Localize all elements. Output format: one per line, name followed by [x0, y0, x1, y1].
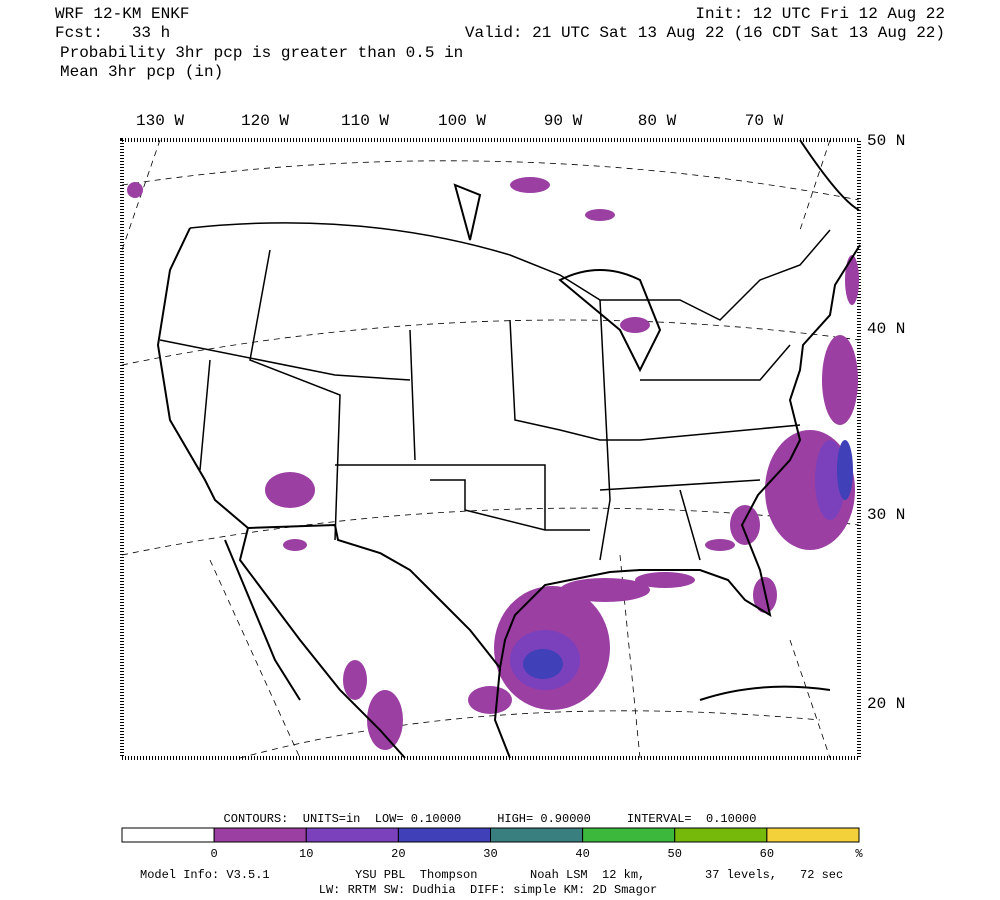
colorbar: 0 10 20 30 40 50 60%	[121, 827, 863, 861]
longitude-label: 90 W	[544, 112, 583, 130]
colorbar-swatch	[305, 827, 399, 843]
map: 130 W 120 W 110 W 100 W 90 W 80 W 70 W 50 N 40 N…	[120, 112, 905, 760]
colorbar-swatch	[766, 827, 860, 843]
colorbar-swatch	[121, 827, 215, 843]
forecast-hour: Fcst: 33 h	[55, 24, 170, 42]
colorbar-label: 0	[211, 847, 218, 861]
precipitation	[127, 177, 859, 750]
footer: Model Info: V3.5.1 YSU PBL Thompson Noah…	[140, 868, 843, 897]
init-time: Init: 12 UTC Fri 12 Aug 22	[695, 5, 945, 23]
colorbar-swatch	[582, 827, 676, 843]
map-frame	[120, 138, 861, 760]
longitude-label: 120 W	[241, 112, 289, 130]
latitude-label: 40 N	[867, 320, 905, 338]
colorbar-label: 30	[483, 847, 497, 861]
contour-info: CONTOURS: UNITS=in LOW= 0.10000 HIGH= 0.…	[224, 812, 757, 826]
longitude-label: 110 W	[341, 112, 389, 130]
model-info: Model Info: V3.5.1	[140, 868, 270, 882]
longitude-label: 70 W	[745, 112, 784, 130]
latitude-label: 30 N	[867, 506, 905, 524]
timestep-info: 72 sec	[800, 868, 843, 882]
title: WRF 12-KM ENKF	[55, 5, 189, 23]
colorbar-swatch	[674, 827, 768, 843]
colorbar-label: %	[855, 847, 863, 861]
levels-info: 37 levels,	[705, 868, 777, 882]
colorbar-label: 40	[575, 847, 589, 861]
latitude-label: 50 N	[867, 132, 905, 150]
borders	[159, 222, 831, 561]
colorbar-label: 10	[299, 847, 313, 861]
contour-settings: CONTOURS: UNITS=in LOW= 0.10000 HIGH= 0.…	[224, 812, 757, 826]
latitude-label: 20 N	[867, 695, 905, 713]
colorbar-label: 60	[760, 847, 774, 861]
colorbar-label: 20	[391, 847, 405, 861]
colorbar-swatch	[213, 827, 307, 843]
valid-time: Valid: 21 UTC Sat 13 Aug 22 (16 CDT Sat …	[465, 24, 945, 42]
physics-info: LW: RRTM SW: Dudhia DIFF: simple KM: 2D …	[319, 883, 657, 897]
colorbar-swatch	[397, 827, 491, 843]
colorbar-label: 50	[668, 847, 682, 861]
field-name: Probability 3hr pcp is greater than 0.5 …	[60, 44, 463, 62]
longitude-label: 100 W	[438, 112, 486, 130]
coastlines	[156, 139, 861, 759]
colorbar-swatch	[490, 827, 584, 843]
longitude-label: 130 W	[136, 112, 184, 130]
contour-field-name: Mean 3hr pcp (in)	[60, 63, 223, 81]
pbl-info: YSU PBL Thompson	[355, 868, 477, 882]
longitude-label: 80 W	[638, 112, 677, 130]
lsm-info: Noah LSM 12 km,	[530, 868, 645, 882]
